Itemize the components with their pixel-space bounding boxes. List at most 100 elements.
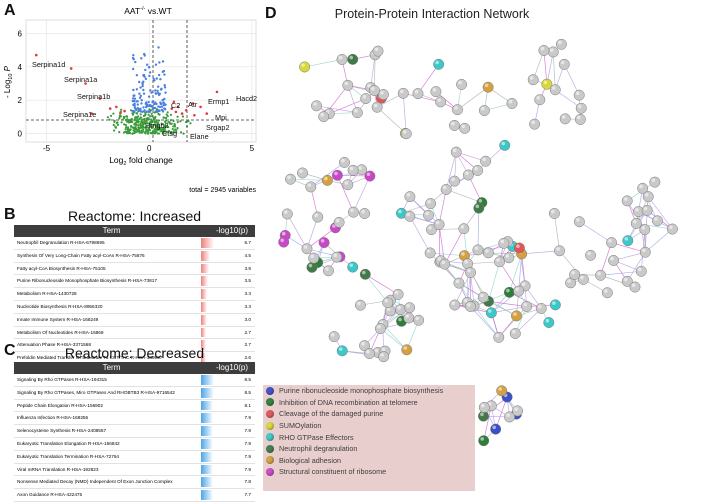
volcano-gene-labels: Serpina1d Serpina1a Serpina1b Serpina1e C2 At…	[32, 60, 257, 141]
point-p	[160, 108, 164, 112]
network-node-highlight	[374, 348, 379, 353]
network-node	[549, 299, 561, 311]
point-ns	[148, 108, 151, 111]
point-p	[142, 110, 146, 113]
legend-item: SUMOylation	[263, 420, 475, 432]
network-edge	[329, 98, 366, 115]
network-edge	[457, 86, 489, 110]
network-node	[347, 53, 359, 65]
row-term: Metabolism R-HSA-1430728	[17, 291, 77, 297]
row-bar	[201, 451, 214, 462]
network-node-highlight	[552, 301, 556, 305]
network-node-highlight	[641, 225, 646, 230]
network-node	[573, 89, 585, 101]
point-ns	[131, 132, 134, 135]
point-sig	[172, 100, 176, 104]
network-node	[534, 94, 546, 106]
network-node-highlight	[350, 208, 354, 213]
network-node	[547, 46, 559, 58]
point-ns	[133, 127, 137, 131]
point-ns	[172, 119, 175, 123]
point-p	[134, 60, 137, 64]
network-node	[413, 314, 425, 326]
network-node-highlight	[624, 237, 629, 241]
network-node-highlight	[464, 260, 468, 264]
point-ns	[179, 131, 183, 134]
network-edge	[445, 152, 457, 190]
point-p	[135, 88, 139, 91]
row-bar-cell	[201, 327, 214, 339]
network-node-highlight	[537, 304, 542, 309]
network-node-highlight	[362, 270, 366, 275]
point-sig	[193, 113, 196, 117]
network-node-highlight	[513, 312, 517, 316]
gene-label: Atr	[188, 100, 198, 109]
point-ns	[165, 130, 168, 133]
network-node-highlight	[386, 307, 391, 311]
point-p	[151, 107, 155, 111]
table-row: Selenocysteine Synthesis R-HSA-2408557 7.…	[14, 425, 255, 438]
point-p	[160, 105, 164, 108]
point-ns	[137, 124, 140, 127]
row-term: Innate Immune System R-HSA-168249	[17, 316, 99, 322]
network-edge	[498, 306, 527, 338]
gene-label: C2	[171, 101, 180, 110]
network-node-highlight	[480, 412, 484, 417]
table-row: Innate Immune System R-HSA-168249 3.0	[14, 314, 255, 327]
row-bar	[201, 387, 214, 398]
network-node	[378, 351, 390, 363]
network-node	[430, 86, 442, 98]
point-ns	[127, 121, 130, 124]
network-node-highlight	[377, 324, 381, 329]
point-p	[141, 84, 144, 88]
point-ns	[136, 129, 139, 133]
network-node	[494, 256, 506, 268]
point-ns	[143, 117, 146, 121]
point-ns	[145, 129, 149, 133]
point-ns	[163, 126, 166, 129]
network-node-highlight	[523, 302, 527, 307]
network-node-highlight	[488, 309, 492, 313]
point-ns	[164, 124, 167, 127]
table-row: Peptide Chain Elongation R-HSA-156902 8.1	[14, 400, 255, 413]
point-ns	[151, 114, 154, 118]
point-p	[135, 108, 138, 112]
network-node-highlight	[432, 88, 437, 92]
point-ns	[129, 131, 132, 135]
point-ns	[154, 115, 157, 119]
point-ns	[129, 125, 133, 128]
network-edge	[376, 106, 407, 135]
row-bar	[201, 314, 207, 325]
network-node-highlight	[334, 171, 338, 176]
network-node-highlight	[575, 91, 580, 96]
reactome-increased-table: Reactome: Increased Term -log10(p) Neutr…	[14, 207, 255, 365]
network-node	[412, 88, 424, 100]
point-ns	[166, 111, 169, 114]
network-node	[642, 191, 654, 203]
point-p	[140, 99, 143, 102]
network-node-highlight	[426, 249, 431, 253]
network-node	[452, 104, 463, 116]
point-ns	[125, 115, 128, 118]
table-row: Signaling By Rho GTPases, Miro GTPases A…	[14, 387, 255, 400]
network-edge	[611, 242, 646, 253]
network-edge	[365, 274, 389, 303]
legend-item: Purine ribonucleoside monophosphate bios…	[263, 385, 475, 397]
network-edge	[403, 92, 441, 103]
point-p	[157, 105, 160, 108]
network-node-highlight	[280, 238, 285, 243]
network-node-highlight	[577, 104, 582, 109]
row-term: Attenuation Phase R-HSA-3371568	[17, 342, 92, 348]
point-ns	[148, 129, 152, 132]
network-node	[559, 113, 571, 125]
network-node	[574, 113, 586, 125]
point-ns	[164, 116, 168, 120]
network-edge	[470, 272, 475, 307]
network-edge	[365, 274, 399, 295]
row-bar-cell	[201, 263, 214, 275]
network-node	[512, 405, 524, 417]
point-ns	[184, 120, 188, 124]
point-p	[163, 84, 166, 87]
point-ns	[106, 116, 109, 119]
network-node-highlight	[485, 249, 489, 253]
